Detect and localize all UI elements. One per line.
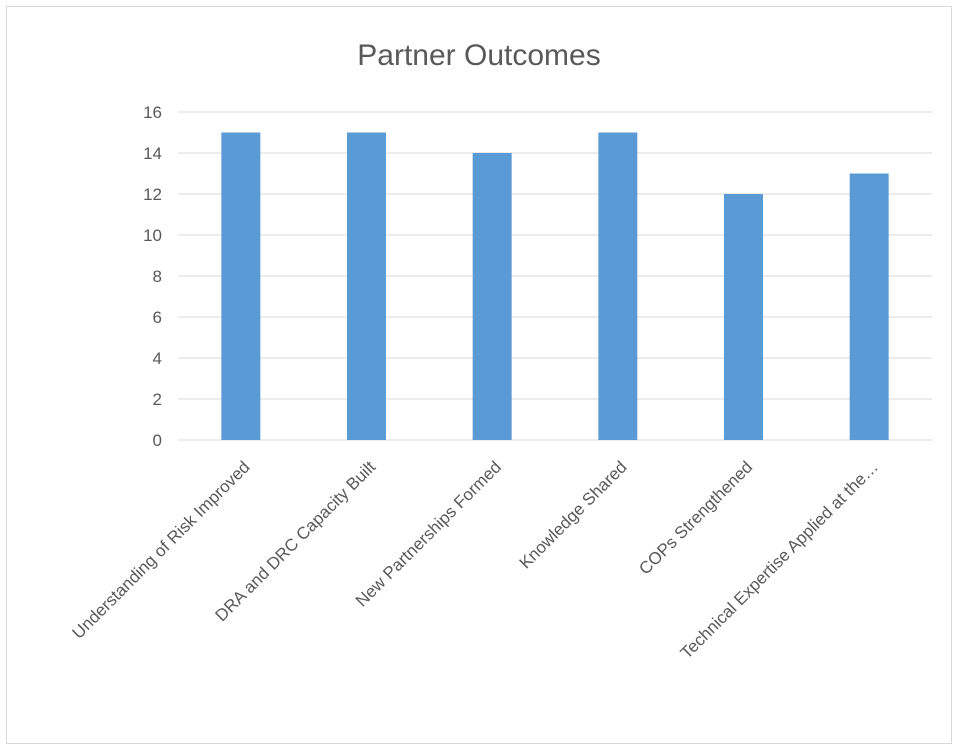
- y-tick-label: 14: [143, 144, 162, 163]
- y-tick-label: 8: [153, 267, 162, 286]
- bar: [347, 132, 386, 440]
- bar: [472, 153, 512, 440]
- y-tick-label: 4: [153, 349, 162, 368]
- x-tick-label: New Partnerships Formed: [352, 457, 505, 610]
- y-tick-label: 10: [143, 226, 162, 245]
- bar: [849, 173, 889, 440]
- x-tick-label: COPs Strengthened: [635, 457, 756, 578]
- x-tick-label: Knowledge Shared: [516, 457, 631, 572]
- y-tick-label: 6: [153, 308, 162, 327]
- bar: [598, 132, 638, 440]
- y-tick-label: 2: [153, 390, 162, 409]
- chart-title: Partner Outcomes: [357, 39, 601, 72]
- y-tick-label: 16: [143, 103, 162, 122]
- x-tick-label: Technical Expertise Applied at the…: [677, 457, 882, 662]
- bar: [221, 132, 261, 440]
- bar: [724, 194, 763, 440]
- y-tick-label: 0: [153, 431, 162, 450]
- y-tick-label: 12: [143, 185, 162, 204]
